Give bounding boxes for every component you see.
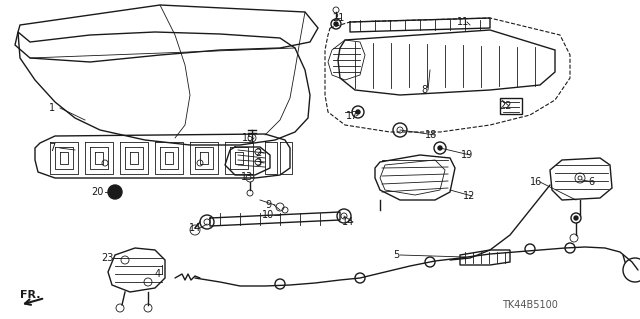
Text: 21: 21 [332,13,344,23]
Text: 8: 8 [421,85,427,95]
Text: 17: 17 [346,111,358,121]
Circle shape [574,216,578,220]
Text: 14: 14 [342,217,354,227]
Text: 20: 20 [91,187,103,197]
Text: 9: 9 [265,200,271,210]
Text: 10: 10 [262,210,274,220]
Text: 23: 23 [101,253,113,263]
Text: 2: 2 [255,148,261,158]
Text: 16: 16 [530,177,542,187]
Text: 4: 4 [155,269,161,279]
Text: 14: 14 [189,223,201,233]
Text: 11: 11 [457,17,469,27]
Text: 6: 6 [588,177,594,187]
Text: FR.: FR. [20,290,40,300]
Text: 19: 19 [461,150,473,160]
Text: TK44B5100: TK44B5100 [502,300,558,310]
Text: 18: 18 [425,130,437,140]
Text: 1: 1 [49,103,55,113]
Text: 15: 15 [242,133,254,143]
Text: 7: 7 [49,143,55,153]
Bar [500,98,522,114]
Circle shape [356,110,360,114]
Text: 5: 5 [393,250,399,260]
Circle shape [438,146,442,150]
Text: 12: 12 [463,191,475,201]
Text: 3: 3 [255,158,261,168]
Circle shape [334,22,338,26]
Text: 13: 13 [241,172,253,182]
Circle shape [108,185,122,199]
Text: 22: 22 [499,101,511,111]
